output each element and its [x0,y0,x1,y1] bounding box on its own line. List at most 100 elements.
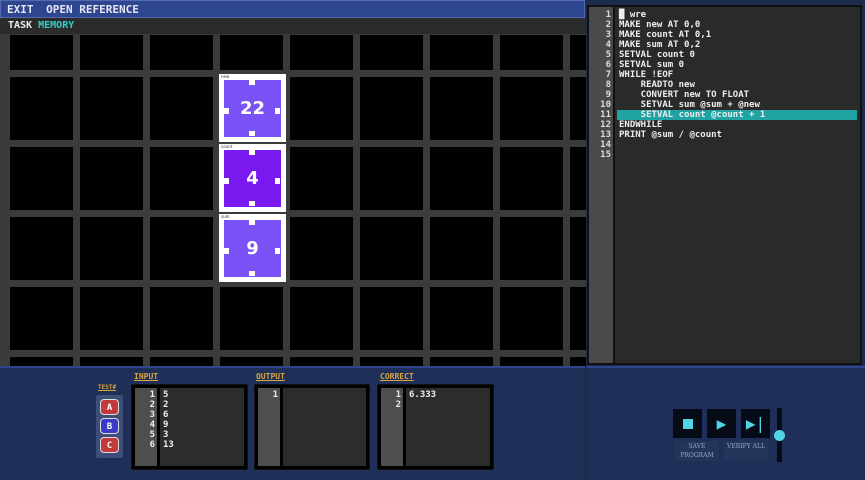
code-line[interactable]: 2 MAKE new AT 0,0 [589,20,859,30]
tab-memory[interactable]: MEMORY [38,20,75,31]
line-code: MAKE new AT 0,0 [619,20,701,30]
code-line[interactable]: 8 READTO new [589,80,859,90]
memory-cell [150,77,213,140]
tile-value: 4 [224,150,281,207]
code-line[interactable]: 15 [589,150,859,160]
memory-tile[interactable]: sum 9 [219,214,286,282]
memory-cell [150,287,213,350]
memory-cell [290,287,353,350]
play-button[interactable]: ▶ [707,409,736,438]
memory-cell [10,217,73,280]
code-editor[interactable]: 1 █ wre 2 MAKE new AT 0,0 3 MAKE count AT 0,1… [587,5,862,365]
memory-cell [290,147,353,210]
line-code: ENDWHILE [619,120,663,130]
tab-task[interactable]: TASK [8,20,33,31]
stop-icon [682,418,693,429]
code-line[interactable]: 9 CONVERT new TO FLOAT [589,90,859,100]
memory-cell [500,217,563,280]
line-number: 9 [605,90,611,100]
line-number: 4 [605,40,611,50]
row-value: 5 [163,390,169,400]
memory-tile[interactable]: new 22 [219,74,286,142]
tile-notch [249,150,255,155]
open-reference-button[interactable]: OPEN REFERENCE [46,3,139,16]
tests-title: TEST# [98,384,117,391]
memory-cell [10,35,73,70]
memory-cell [570,217,586,280]
play-icon: ▶ [716,414,727,433]
code-line[interactable]: 1 █ wre [589,10,859,20]
code-line[interactable]: 5 SETVAL count 0 [589,50,859,60]
memory-cell [80,147,143,210]
row-number: 3 [149,410,155,420]
memory-cell [500,77,563,140]
output-panel: 1 [254,384,370,470]
save-program-button[interactable]: SAVE PROGRAM [675,441,719,461]
line-code: CONVERT new TO FLOAT [619,90,750,100]
memory-tile[interactable]: count 4 [219,144,286,212]
memory-cell [150,217,213,280]
exit-button[interactable]: EXIT [7,3,34,16]
memory-cell [430,287,493,350]
tile-label: sum [221,214,230,219]
code-line[interactable]: 6 SETVAL sum 0 [589,60,859,70]
row-value: 9 [163,420,169,430]
code-line[interactable]: 7 WHILE !EOF [589,70,859,80]
row-number: 4 [149,420,155,430]
memory-cell [290,77,353,140]
memory-cell [10,357,73,366]
tile-notch [224,178,229,184]
code-line[interactable]: 13 PRINT @sum / @count [589,130,859,140]
memory-cell [430,35,493,70]
memory-cell [80,35,143,70]
memory-cell [360,35,423,70]
memory-cell [150,147,213,210]
test-button-b[interactable]: B [100,418,119,434]
tile-notch [249,80,255,85]
memory-cell [360,217,423,280]
stop-button[interactable] [673,409,702,438]
row-number: 6 [149,440,155,450]
memory-cell [360,147,423,210]
line-number: 8 [605,80,611,90]
code-line[interactable]: 11 SETVAL count @count + 1 [589,110,859,120]
line-number: 14 [600,140,611,150]
verify-all-button[interactable]: VERIFY ALL [724,441,768,461]
row-value: 3 [163,430,169,440]
memory-cell [360,287,423,350]
memory-cell [80,77,143,140]
memory-cell [360,357,423,366]
line-code: SETVAL count 0 [619,50,695,60]
test-button-c[interactable]: C [100,437,119,453]
memory-cell [220,357,283,366]
line-code: SETVAL sum 0 [619,60,685,70]
line-code: █ wre [619,10,647,20]
memory-cell [360,77,423,140]
memory-cell [220,287,283,350]
speed-slider-handle[interactable] [774,430,785,441]
correct-panel: 1 6.333 2 [377,384,494,470]
row-value: 6 [163,410,169,420]
tile-notch [275,178,280,184]
row-number: 1 [272,390,278,400]
memory-cell [220,35,283,70]
line-number: 10 [600,100,611,110]
line-code: SETVAL count @count + 1 [617,110,857,120]
step-button[interactable]: ▶| [741,409,770,438]
memory-cell [570,77,586,140]
memory-cell [500,357,563,366]
memory-cell [500,35,563,70]
test-button-a[interactable]: A [100,399,119,415]
line-code: WHILE !EOF [619,70,674,80]
code-line[interactable]: 14 [589,140,859,150]
top-menu-bar: EXIT OPEN REFERENCE [0,0,585,18]
code-line[interactable]: 4 MAKE sum AT 0,2 [589,40,859,50]
code-line[interactable]: 10 SETVAL sum @sum + @new [589,100,859,110]
line-number: 7 [605,70,611,80]
row-number: 2 [395,400,401,410]
row-number: 2 [149,400,155,410]
line-code: SETVAL sum @sum + @new [619,100,760,110]
tile-value: 22 [224,80,281,137]
code-line[interactable]: 12 ENDWHILE [589,120,859,130]
code-line[interactable]: 3 MAKE count AT 0,1 [589,30,859,40]
